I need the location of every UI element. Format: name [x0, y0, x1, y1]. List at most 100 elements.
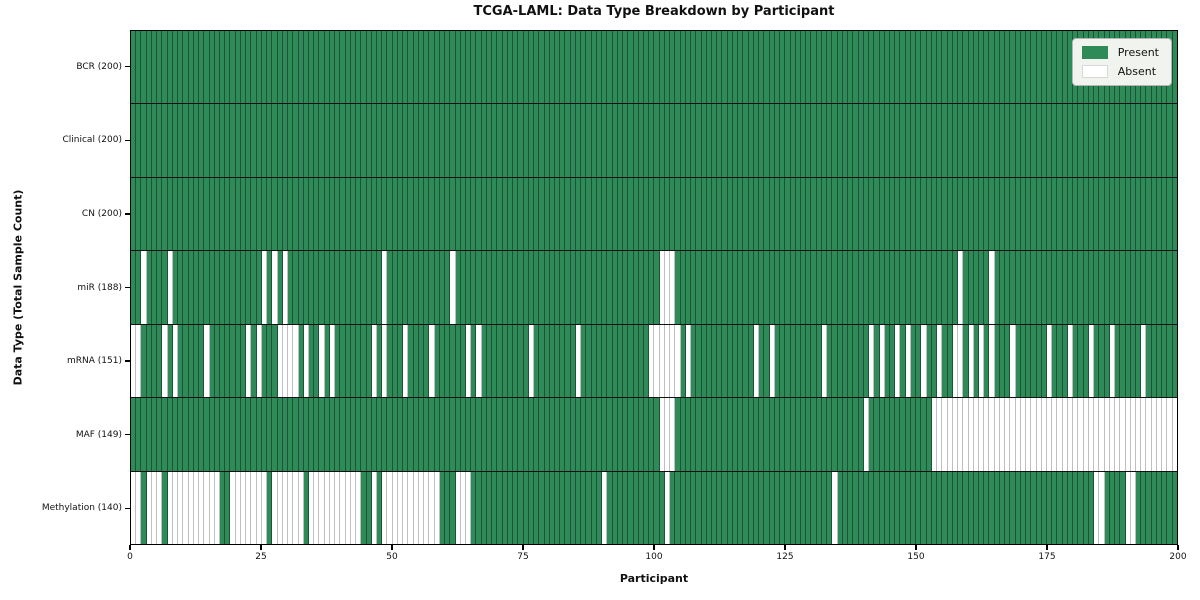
matrix-cell: [199, 31, 205, 104]
matrix-cell: [539, 251, 545, 324]
matrix-cell: [272, 251, 278, 324]
matrix-cell: [921, 398, 927, 471]
matrix-cell: [821, 398, 828, 471]
matrix-cell: [136, 471, 142, 544]
matrix-cell: [225, 104, 231, 177]
matrix-cell: [926, 177, 932, 251]
matrix-cell: [507, 31, 514, 104]
matrix-cell: [806, 398, 812, 471]
matrix-cell: [429, 398, 435, 471]
matrix-cell: [214, 177, 220, 251]
matrix-cell: [612, 177, 618, 251]
matrix-cell: [314, 104, 320, 177]
matrix-cell: [570, 471, 576, 544]
matrix-cell: [670, 471, 676, 544]
matrix-cell: [162, 104, 168, 177]
matrix-cell: [288, 251, 294, 324]
matrix-cell: [502, 471, 508, 544]
matrix-cell: [978, 251, 985, 324]
matrix-cell: [895, 471, 901, 544]
matrix-cell: [874, 251, 880, 324]
matrix-cell: [999, 177, 1006, 251]
matrix-cell: [706, 251, 713, 324]
matrix-cell: [1094, 251, 1100, 324]
matrix-cell: [1031, 31, 1037, 104]
matrix-cell: [151, 324, 158, 398]
matrix-cell: [1172, 104, 1177, 177]
matrix-cell: [366, 31, 372, 104]
matrix-cell: [544, 31, 550, 104]
matrix-cell: [131, 398, 137, 471]
matrix-cell: [827, 324, 833, 398]
matrix-cell: [664, 398, 671, 471]
matrix-cell: [397, 31, 404, 104]
matrix-cell: [570, 251, 576, 324]
matrix-cell: [659, 324, 665, 398]
matrix-cell: [790, 177, 796, 251]
matrix-cell: [806, 104, 812, 177]
matrix-cell: [738, 324, 744, 398]
matrix-cell: [727, 177, 733, 251]
matrix-cell: [701, 31, 707, 104]
matrix-cell: [272, 177, 278, 251]
matrix-cell: [523, 104, 529, 177]
matrix-cell: [209, 177, 215, 251]
matrix-cell: [984, 471, 990, 544]
matrix-cell: [565, 251, 571, 324]
matrix-cell: [879, 251, 885, 324]
matrix-cell: [738, 251, 744, 324]
matrix-cell: [251, 177, 257, 251]
matrix-cell: [1010, 251, 1016, 324]
matrix-cell: [1005, 104, 1011, 177]
matrix-cell: [1005, 177, 1011, 251]
matrix-cell: [848, 251, 854, 324]
matrix-cell: [455, 104, 461, 177]
matrix-cell: [502, 31, 508, 104]
matrix-cell: [706, 471, 713, 544]
matrix-cell: [141, 104, 147, 177]
matrix-cell: [968, 471, 974, 544]
matrix-cell: [780, 104, 786, 177]
matrix-cell: [471, 104, 477, 177]
matrix-cell: [743, 31, 749, 104]
matrix-cell: [1172, 398, 1177, 471]
matrix-cell: [235, 177, 241, 251]
matrix-cell: [837, 31, 843, 104]
matrix-cell: [319, 324, 325, 398]
matrix-cell: [837, 177, 843, 251]
matrix-cell: [219, 398, 226, 471]
matrix-cell: [267, 471, 273, 544]
matrix-cell: [732, 177, 739, 251]
matrix-cell: [1052, 177, 1058, 251]
matrix-cell: [869, 177, 875, 251]
matrix-cell: [481, 324, 487, 398]
matrix-cell: [528, 104, 535, 177]
matrix-cell: [937, 177, 943, 251]
matrix-cell: [507, 324, 514, 398]
row-band-bcr: [131, 31, 1177, 105]
matrix-cell: [308, 398, 315, 471]
matrix-cell: [1015, 324, 1021, 398]
matrix-cell: [701, 104, 707, 177]
matrix-cell: [507, 104, 514, 177]
matrix-cell: [481, 177, 487, 251]
matrix-cell: [926, 251, 932, 324]
matrix-cell: [146, 104, 152, 177]
matrix-cell: [162, 324, 168, 398]
matrix-cell: [884, 471, 890, 544]
matrix-cell: [1020, 31, 1027, 104]
matrix-cell: [759, 324, 765, 398]
matrix-cell: [952, 177, 959, 251]
matrix-cell: [1073, 251, 1079, 324]
matrix-cell: [397, 324, 404, 398]
matrix-cell: [539, 104, 545, 177]
matrix-cell: [999, 471, 1006, 544]
matrix-cell: [581, 31, 587, 104]
matrix-cell: [267, 251, 273, 324]
matrix-cell: [371, 177, 378, 251]
matrix-cell: [450, 324, 456, 398]
matrix-cell: [968, 104, 974, 177]
matrix-cell: [1062, 177, 1068, 251]
matrix-cell: [528, 251, 535, 324]
matrix-cell: [978, 471, 985, 544]
